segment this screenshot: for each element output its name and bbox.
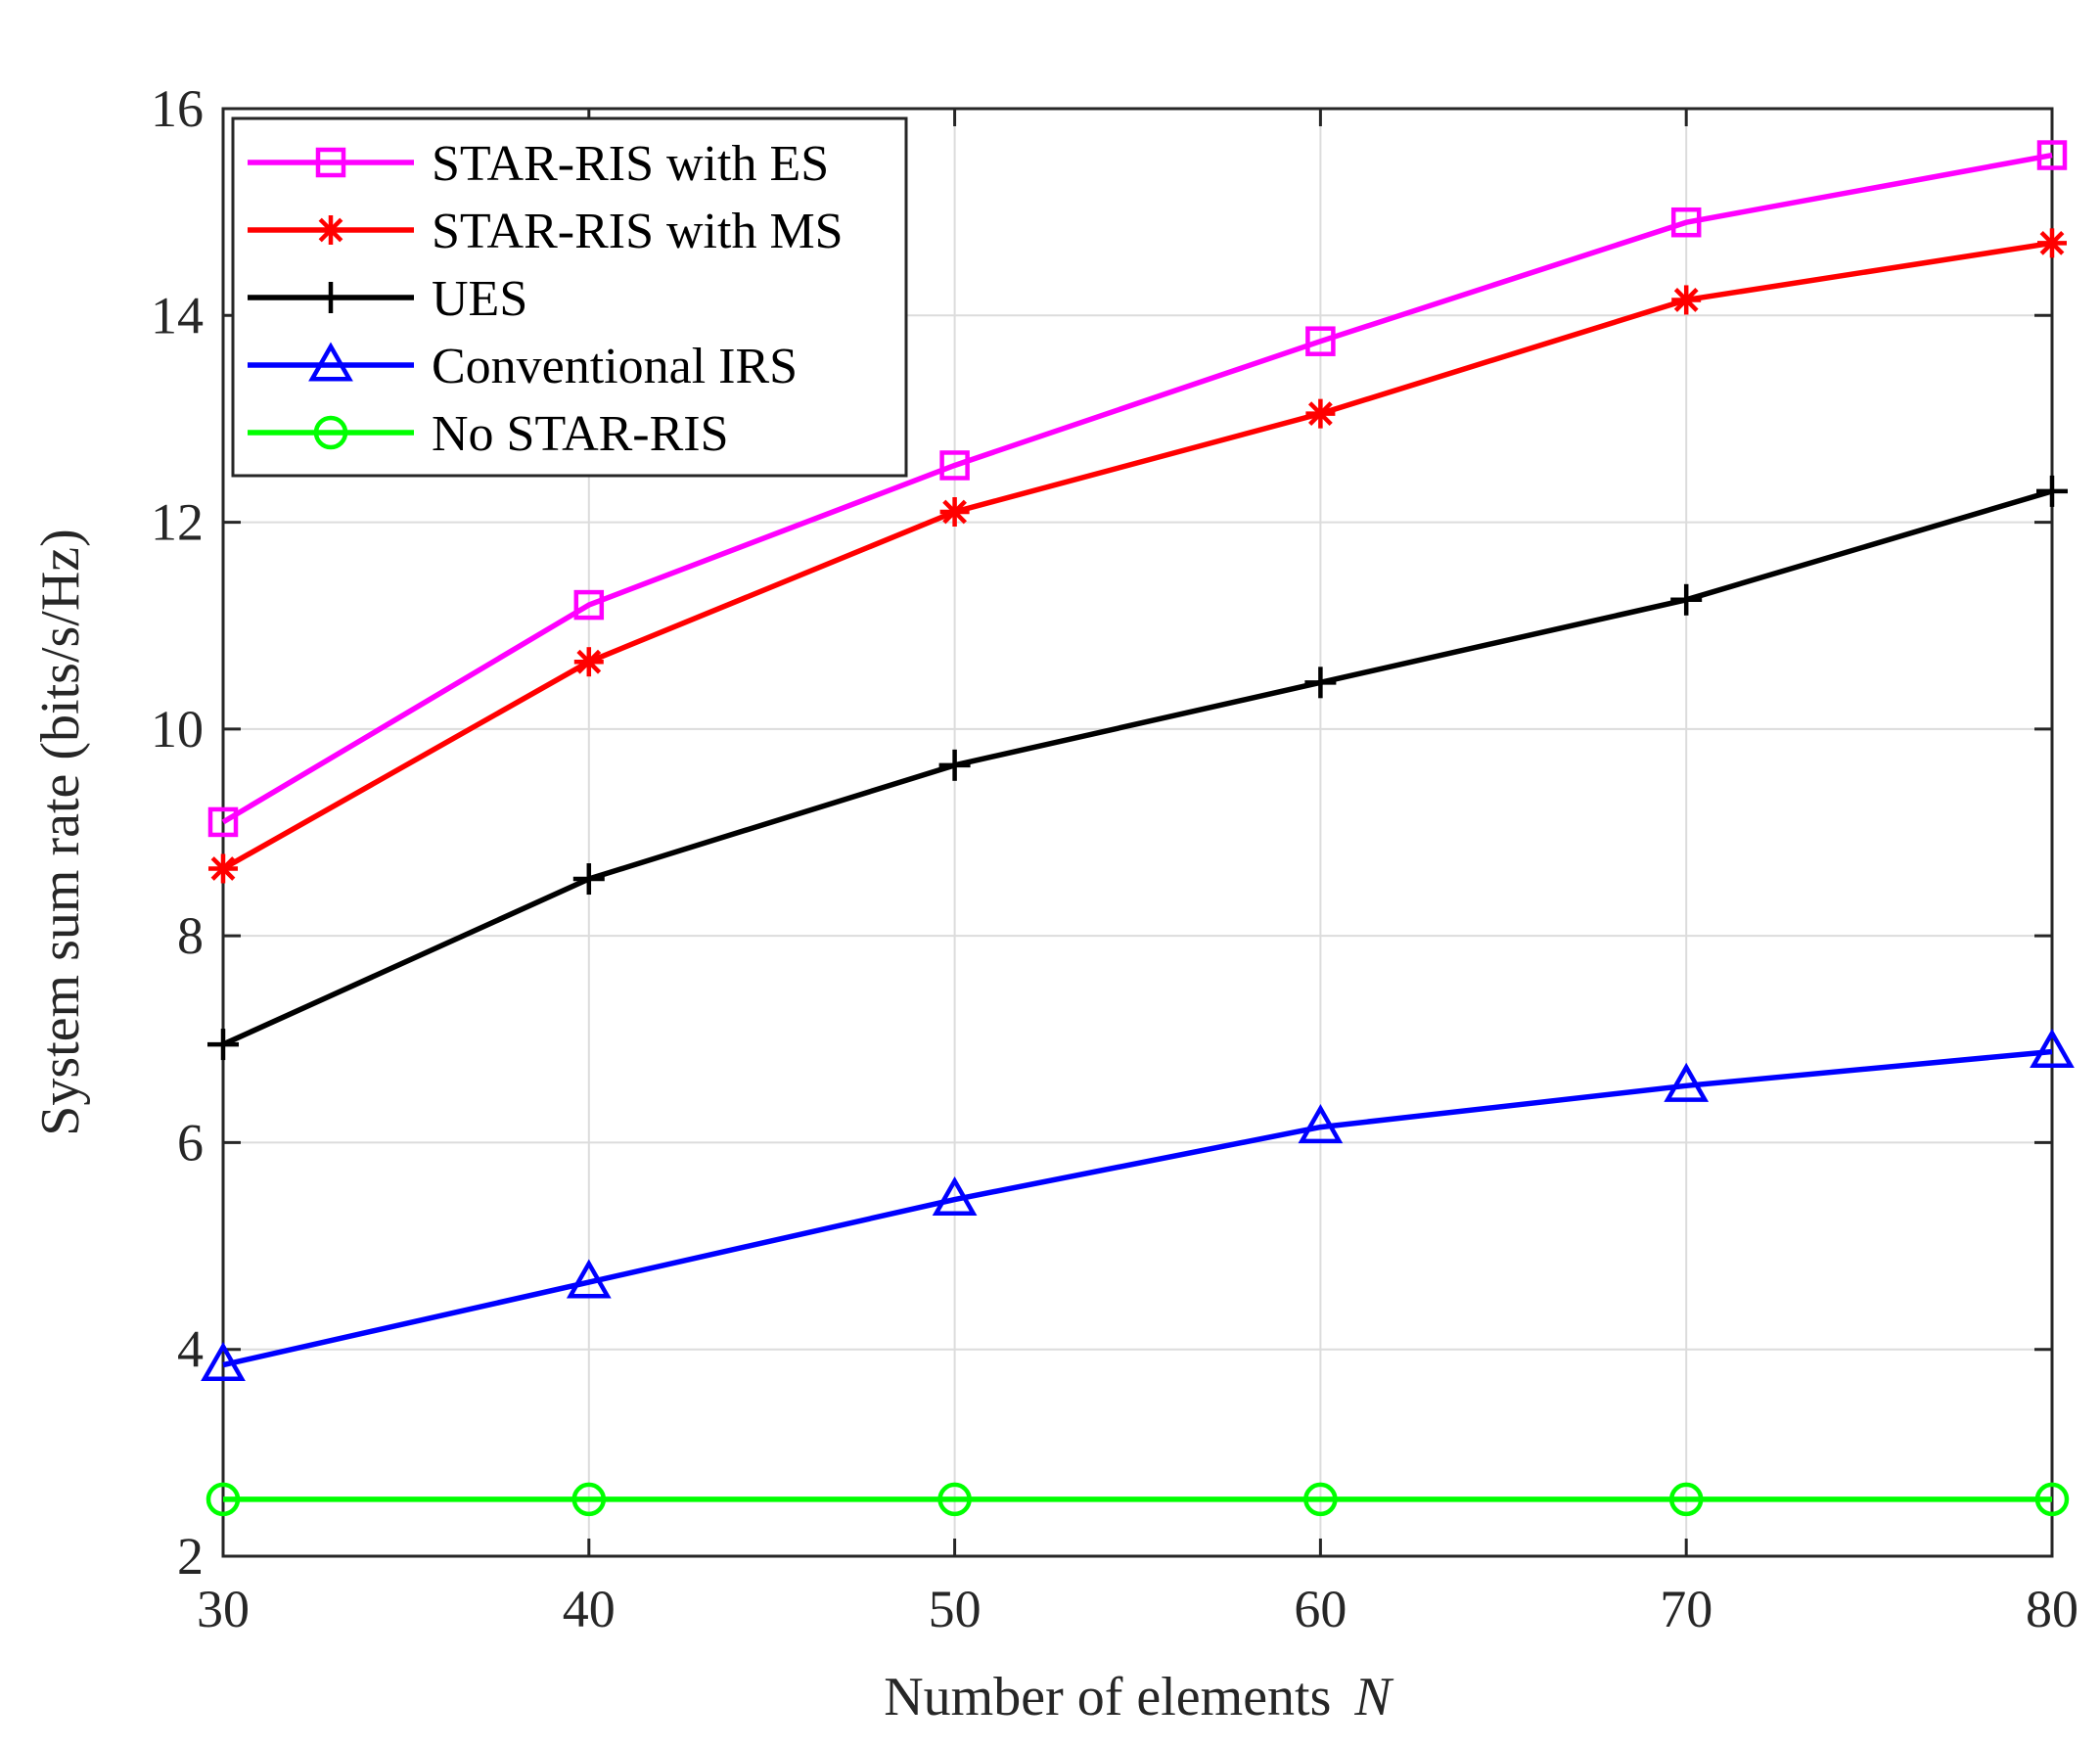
x-tick-label: 60 (1294, 1580, 1347, 1638)
data-point-series-3 (932, 1175, 978, 1217)
data-point-series-0 (1305, 326, 1336, 356)
legend-label: STAR-RIS with MS (432, 204, 844, 259)
data-point-series-2 (207, 1029, 239, 1061)
data-point-series-1 (939, 497, 970, 528)
data-point-series-2 (938, 749, 971, 781)
x-tick-label: 50 (929, 1580, 982, 1638)
legend-item: No STAR-RIS (248, 406, 729, 462)
data-point-series-3 (1664, 1062, 1710, 1102)
series-lines (221, 152, 2053, 1502)
plot-frame (221, 107, 2054, 1558)
data-point-series-4 (937, 1482, 972, 1517)
y-tick-label: 10 (151, 700, 204, 759)
data-point-series-2 (1670, 583, 1703, 616)
x-axis-label-text: Number of elements (884, 1667, 1331, 1727)
legend: STAR-RIS with ES STAR-RIS with MS UES Conve… (231, 116, 908, 478)
legend-item: STAR-RIS with ES (248, 136, 829, 192)
legend-marker (313, 415, 348, 450)
y-tick-label: 4 (177, 1320, 204, 1379)
x-tick-label: 70 (1660, 1580, 1712, 1638)
axis-ticks: 30 40 50 60 70 80 2 4 6 8 10 12 14 16 (151, 79, 2078, 1638)
x-axis-variable: N (1353, 1667, 1393, 1727)
data-point-series-0 (1670, 207, 1702, 238)
legend-marker (315, 282, 346, 313)
data-point-series-0 (2036, 140, 2068, 170)
data-point-series-3 (201, 1342, 246, 1382)
legend-marker (308, 342, 353, 382)
legend-item: STAR-RIS with MS (248, 204, 844, 259)
data-point-series-1 (573, 647, 604, 677)
data-point-series-4 (205, 1482, 241, 1517)
legend-label: No STAR-RIS (432, 406, 729, 462)
x-axis-label: Number of elements N (884, 1667, 1393, 1727)
data-point-series-3 (1298, 1104, 1344, 1144)
data-point-series-3 (2030, 1028, 2075, 1068)
x-tick-label: 30 (197, 1580, 250, 1638)
series-line-2 (221, 488, 2053, 1047)
y-tick-label: 16 (151, 79, 204, 138)
legend-label: UES (432, 271, 527, 327)
series-markers (201, 140, 2075, 1517)
data-point-series-0 (939, 450, 970, 481)
data-point-series-2 (1304, 667, 1337, 699)
x-tick-label: 40 (563, 1580, 616, 1638)
data-point-series-1 (208, 853, 238, 884)
series-line-3 (222, 1048, 2053, 1368)
series-line-1 (221, 240, 2053, 871)
data-point-series-1 (1671, 285, 1702, 315)
legend-marker (315, 147, 346, 178)
y-tick-label: 6 (177, 1113, 204, 1172)
y-tick-label: 12 (151, 493, 204, 552)
y-tick-label: 2 (177, 1527, 204, 1586)
legend-item: UES (248, 271, 527, 327)
y-tick-label: 14 (151, 286, 204, 345)
data-point-series-2 (572, 863, 605, 896)
data-point-series-2 (2036, 475, 2068, 507)
legend-label: Conventional IRS (432, 339, 798, 394)
data-point-series-4 (571, 1482, 607, 1517)
data-point-series-0 (573, 589, 605, 621)
data-point-series-1 (2037, 228, 2067, 258)
series-line-0 (221, 152, 2053, 825)
legend-item: Conventional IRS (248, 339, 798, 394)
legend-marker (316, 215, 345, 245)
data-point-series-4 (1668, 1482, 1704, 1517)
y-axis-label: System sum rate (bits/s/Hz) (30, 529, 91, 1136)
data-point-series-3 (566, 1259, 612, 1299)
y-tick-label: 8 (177, 906, 204, 965)
data-point-series-4 (2034, 1482, 2070, 1517)
x-tick-label: 80 (2026, 1580, 2078, 1638)
data-point-series-1 (1305, 398, 1336, 429)
data-point-series-4 (1303, 1482, 1338, 1517)
legend-label: STAR-RIS with ES (432, 136, 829, 192)
data-point-series-0 (207, 806, 239, 838)
